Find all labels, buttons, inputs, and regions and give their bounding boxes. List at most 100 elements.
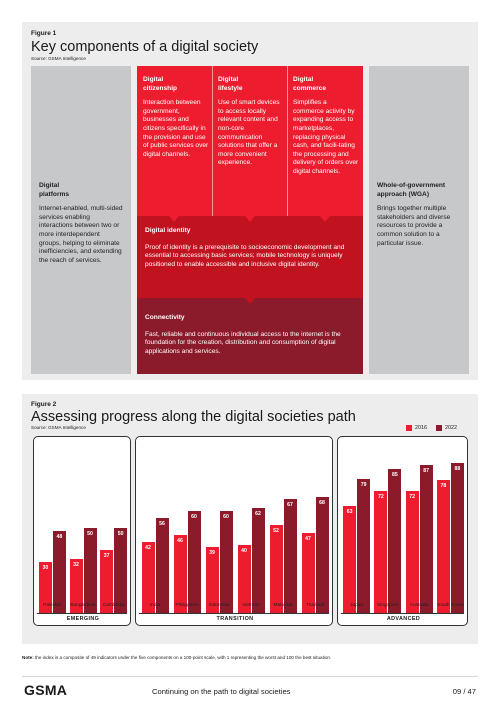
figure2-source: Source: GSMA Intelligence — [31, 425, 86, 430]
bar-2022-japan — [357, 478, 371, 613]
bar-value-label: 72 — [409, 493, 416, 500]
figure1-panel: Figure 1 Key components of a digital soc… — [22, 22, 478, 380]
wga-heading: Whole-of-government approach (WGA) — [377, 182, 446, 198]
bar-2022-vietnam — [251, 507, 265, 613]
bar-value-label: 88 — [454, 466, 461, 473]
legend-item-2022: 2022 — [436, 425, 457, 431]
bar-2016-singapore — [374, 490, 388, 613]
digital-lifestyle-body: Use of smart devices to access locally r… — [218, 99, 280, 167]
arrow-notch — [245, 298, 255, 304]
bar-2022-pakistan — [52, 531, 66, 613]
digital-commerce-heading: Digital commerce — [293, 76, 326, 92]
digital-citizenship-body: Interaction between government, business… — [143, 99, 209, 158]
group-label: TRANSITION — [216, 616, 254, 622]
group-transition: TRANSITION 42 56 India 46 60 Philippines 39 60 In… — [135, 436, 333, 626]
bar-value-label: 40 — [241, 548, 247, 554]
connectivity-heading: Connectivity — [145, 314, 185, 321]
figure1-label: Figure 1 — [31, 30, 57, 37]
bar-2016-japan — [343, 505, 357, 613]
bar-2022-south-korea — [450, 463, 464, 613]
figure1-source: Source: GSMA Intelligence — [31, 56, 86, 61]
bar-value-label: 72 — [377, 493, 384, 500]
group-emerging: EMERGING 30 48 Pakistan 32 50 Bangladesh 37 50 Ca… — [33, 436, 131, 626]
bar-2022-australia — [419, 465, 433, 613]
bar-value-label: 32 — [73, 561, 79, 568]
column-divider — [287, 66, 288, 216]
legend-swatch — [436, 425, 442, 431]
group-baseline — [37, 613, 127, 614]
bar-value-label: 50 — [117, 531, 124, 537]
column-divider — [212, 66, 213, 216]
legend-item-2016: 2016 — [406, 425, 427, 431]
group-baseline — [139, 613, 329, 614]
bar-value-label: 63 — [346, 508, 353, 515]
figure2-title: Assessing progress along the digital soc… — [31, 409, 356, 425]
legend-label: 2016 — [415, 425, 427, 431]
bar-2022-malaysia — [283, 499, 297, 613]
bar-2016-malaysia — [269, 524, 283, 613]
digital-identity-box: Digital identity Proof of identity is a … — [137, 216, 363, 298]
note-label: Note: — [22, 655, 34, 660]
gsma-logo: GSMA — [24, 682, 68, 698]
group-label: ADVANCED — [386, 616, 421, 622]
bar-2016-indonesia — [205, 546, 219, 613]
digital-citizenship-heading: Digital citizenship — [143, 76, 178, 92]
bar-2022-thailand — [315, 497, 329, 613]
category-label: Japan — [350, 603, 364, 608]
bar-2016-south-korea — [436, 480, 450, 613]
bar-2022-india — [155, 517, 169, 613]
bar-value-label: 87 — [423, 468, 430, 475]
legend-label: 2022 — [445, 425, 457, 431]
bar-2016-philippines — [173, 534, 187, 613]
digital-commerce-column: Digital commerce Simplifies a commerce a… — [293, 76, 359, 177]
bar-2016-vietnam — [237, 545, 251, 613]
legend-swatch — [406, 425, 412, 431]
bar-value-label: 37 — [103, 553, 110, 560]
bar-value-label: 30 — [42, 565, 49, 571]
category-label: South Korea — [437, 603, 464, 608]
bar-value-label: 52 — [273, 527, 279, 534]
category-label: Indonesia — [208, 603, 230, 608]
figure-note: Note: the index is a composite of 49 ind… — [22, 655, 331, 660]
bar-2022-indonesia — [219, 511, 233, 613]
bar-2022-cambodia — [114, 528, 128, 613]
bar-value-label: 60 — [223, 514, 229, 520]
digital-identity-body: Proof of identity is a prerequisite to s… — [145, 243, 345, 268]
bar-value-label: 50 — [87, 531, 93, 537]
bar-value-label: 67 — [287, 502, 293, 509]
bar-value-label: 79 — [360, 481, 367, 488]
digital-lifestyle-heading: Digital lifestyle — [218, 76, 243, 92]
top-columns: Digital citizenship Interaction between … — [137, 66, 363, 216]
bar-2022-singapore — [388, 468, 402, 613]
bar-value-label: 60 — [191, 514, 197, 520]
footer-title: Continuing on the path to digital societ… — [152, 687, 291, 696]
category-label: Malaysia — [273, 603, 293, 608]
wga-box: Whole-of-government approach (WGA) Bring… — [369, 66, 469, 374]
note-text: the index is a composite of 49 indicator… — [33, 655, 332, 660]
page-number: 09 / 47 — [452, 687, 476, 696]
footer-divider — [22, 676, 478, 677]
bar-value-label: 68 — [319, 500, 325, 507]
digital-citizenship-column: Digital citizenship Interaction between … — [143, 76, 209, 159]
bar-2016-australia — [405, 490, 419, 613]
bar-2022-bangladesh — [83, 528, 97, 613]
bar-value-label: 46 — [177, 537, 183, 544]
category-label: Singapore — [376, 603, 399, 608]
bar-value-label: 78 — [440, 483, 447, 490]
bar-2022-philippines — [187, 511, 201, 613]
bar-value-label: 48 — [56, 534, 63, 541]
digital-platforms-heading: Digital platforms — [39, 182, 70, 198]
category-label: Cambodia — [102, 603, 125, 608]
bar-value-label: 47 — [305, 536, 311, 543]
bar-value-label: 39 — [209, 549, 215, 556]
category-label: Australia — [409, 603, 429, 608]
arrow-notch — [320, 216, 330, 222]
bar-value-label: 62 — [255, 510, 261, 517]
digital-commerce-body: Simplifies a commerce activity by expand… — [293, 99, 359, 175]
category-label: Vietnam — [242, 603, 260, 608]
category-label: Thailand — [305, 603, 325, 608]
category-label: India — [149, 603, 161, 608]
figure1-title: Key components of a digital society — [31, 39, 259, 55]
digital-platforms-box: Digital platforms Internet-enabled, mult… — [31, 66, 131, 374]
digital-identity-heading: Digital identity — [145, 227, 191, 234]
